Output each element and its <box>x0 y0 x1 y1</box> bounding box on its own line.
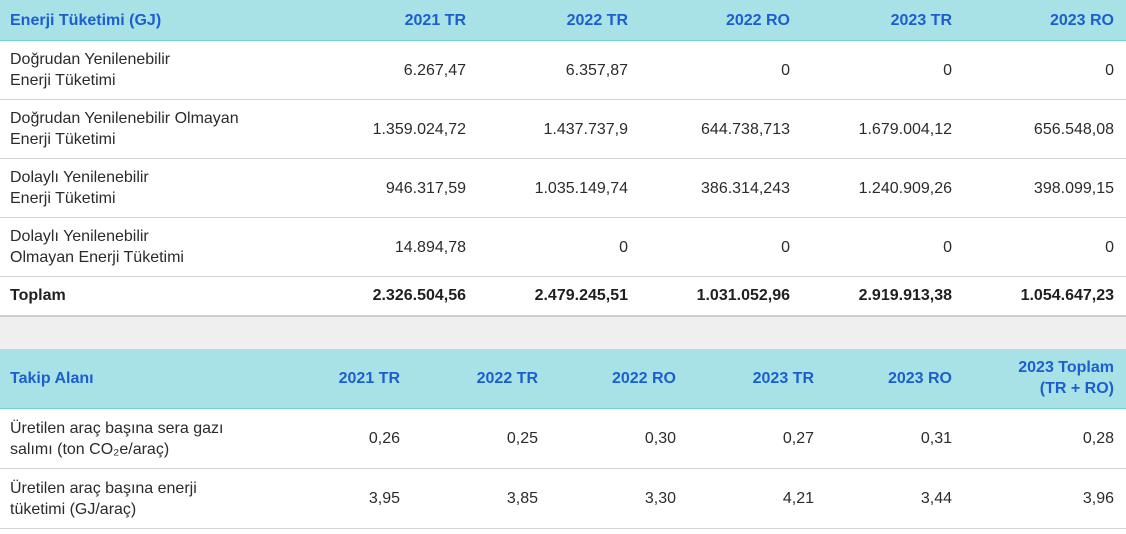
row-label-line: Üretilen araç başına enerji <box>10 479 197 497</box>
row-label: Dolaylı Yenilenebilir Olmayan Enerji Tüke… <box>0 217 314 277</box>
table-cell: 0,30 <box>550 408 688 469</box>
table-cell: 0,31 <box>826 408 964 469</box>
column-header: 2021 TR <box>274 348 412 409</box>
table-cell: 0,26 <box>274 408 412 469</box>
column-header: 2022 TR <box>412 348 550 409</box>
row-label: Üretilen araç başına sera gazı salımı (to… <box>0 408 274 469</box>
table-row: Doğrudan Yenilenebilir Enerji Tüketimi 6.… <box>0 40 1126 100</box>
row-label-line: Enerji Tüketimi <box>10 72 116 89</box>
table-row: Dolaylı Yenilenebilir Enerji Tüketimi 946… <box>0 158 1126 218</box>
row-label-line: tüketimi (GJ/araç) <box>10 500 137 518</box>
table-cell: 0 <box>964 217 1126 277</box>
table-row: Üretilen araç başına enerji tüketimi (GJ/… <box>0 468 1126 529</box>
column-header: 2021 TR <box>314 0 478 41</box>
table-cell: 0 <box>964 40 1126 100</box>
table-row: Doğrudan Yenilenebilir Olmayan Enerji Tük… <box>0 99 1126 159</box>
table-cell: 0 <box>802 40 964 100</box>
column-header: 2022 TR <box>478 0 640 41</box>
table-cell: 3,85 <box>412 468 550 529</box>
column-header: 2023 RO <box>964 0 1126 41</box>
column-header: 2023 Toplam (TR + RO) <box>964 348 1126 409</box>
table-cell: 0,27 <box>688 408 826 469</box>
table-cell: 6.267,47 <box>314 40 478 100</box>
table-row: Üretilen araç başına sera gazı salımı (to… <box>0 408 1126 469</box>
total-row: Toplam 2.326.504,56 2.479.245,51 1.031.0… <box>0 276 1126 317</box>
table-cell: 1.035.149,74 <box>478 158 640 218</box>
row-label-line: Dolaylı Yenilenebilir <box>10 169 149 186</box>
total-cell: 2.326.504,56 <box>314 276 478 317</box>
total-cell: 2.919.913,38 <box>802 276 964 317</box>
table-cell: 3,44 <box>826 468 964 529</box>
row-label: Üretilen araç başına enerji tüketimi (GJ/… <box>0 468 274 529</box>
table-cell: 4,21 <box>688 468 826 529</box>
row-label-line: Üretilen araç başına sera gazı <box>10 419 224 437</box>
row-label-line: Enerji Tüketimi <box>10 190 116 207</box>
table-cell: 14.894,78 <box>314 217 478 277</box>
row-label-line: Doğrudan Yenilenebilir <box>10 51 171 68</box>
row-label-line: Dolaylı Yenilenebilir <box>10 228 149 245</box>
column-header: 2023 RO <box>826 348 964 409</box>
table-cell: 1.679.004,12 <box>802 99 964 159</box>
table-cell: 386.314,243 <box>640 158 802 218</box>
section-spacer <box>0 316 1126 349</box>
table-cell: 946.317,59 <box>314 158 478 218</box>
total-cell: 1.054.647,23 <box>964 276 1126 317</box>
energy-consumption-table: Enerji Tüketimi (GJ) 2021 TR 2022 TR 202… <box>0 0 1126 317</box>
column-header-line: 2023 Toplam <box>1018 359 1114 377</box>
table-header-row: Takip Alanı 2021 TR 2022 TR 2022 RO 2023… <box>0 348 1126 409</box>
table-cell: 656.548,08 <box>964 99 1126 159</box>
table-header-row: Enerji Tüketimi (GJ) 2021 TR 2022 TR 202… <box>0 0 1126 41</box>
table-cell: 1.240.909,26 <box>802 158 964 218</box>
row-label-line: Olmayan Enerji Tüketimi <box>10 249 184 266</box>
column-header: 2022 RO <box>550 348 688 409</box>
table-cell: 0,25 <box>412 408 550 469</box>
column-header: Enerji Tüketimi (GJ) <box>0 0 314 41</box>
table-cell: 0 <box>478 217 640 277</box>
total-cell: 1.031.052,96 <box>640 276 802 317</box>
table-cell: 3,95 <box>274 468 412 529</box>
table-cell: 0 <box>640 217 802 277</box>
table-cell: 1.437.737,9 <box>478 99 640 159</box>
row-label: Doğrudan Yenilenebilir Olmayan Enerji Tük… <box>0 99 314 159</box>
tracking-metrics-table: Takip Alanı 2021 TR 2022 TR 2022 RO 2023… <box>0 348 1126 529</box>
table-cell: 398.099,15 <box>964 158 1126 218</box>
table-cell: 644.738,713 <box>640 99 802 159</box>
row-label: Doğrudan Yenilenebilir Enerji Tüketimi <box>0 40 314 100</box>
column-header: 2022 RO <box>640 0 802 41</box>
column-header: 2023 TR <box>688 348 826 409</box>
row-label-line: Doğrudan Yenilenebilir Olmayan <box>10 110 239 127</box>
table-cell: 3,96 <box>964 468 1126 529</box>
row-label: Dolaylı Yenilenebilir Enerji Tüketimi <box>0 158 314 218</box>
column-header: 2023 TR <box>802 0 964 41</box>
column-header-line: (TR + RO) <box>1039 380 1114 398</box>
row-label-line: Enerji Tüketimi <box>10 131 116 148</box>
column-header: Takip Alanı <box>0 348 274 409</box>
table-row: Dolaylı Yenilenebilir Olmayan Enerji Tüke… <box>0 217 1126 277</box>
table-cell: 3,30 <box>550 468 688 529</box>
table-cell: 1.359.024,72 <box>314 99 478 159</box>
row-label-line: salımı (ton CO₂e/araç) <box>10 440 170 458</box>
table-cell: 0 <box>802 217 964 277</box>
total-label: Toplam <box>0 276 314 317</box>
table-cell: 6.357,87 <box>478 40 640 100</box>
table-cell: 0 <box>640 40 802 100</box>
table-cell: 0,28 <box>964 408 1126 469</box>
total-cell: 2.479.245,51 <box>478 276 640 317</box>
